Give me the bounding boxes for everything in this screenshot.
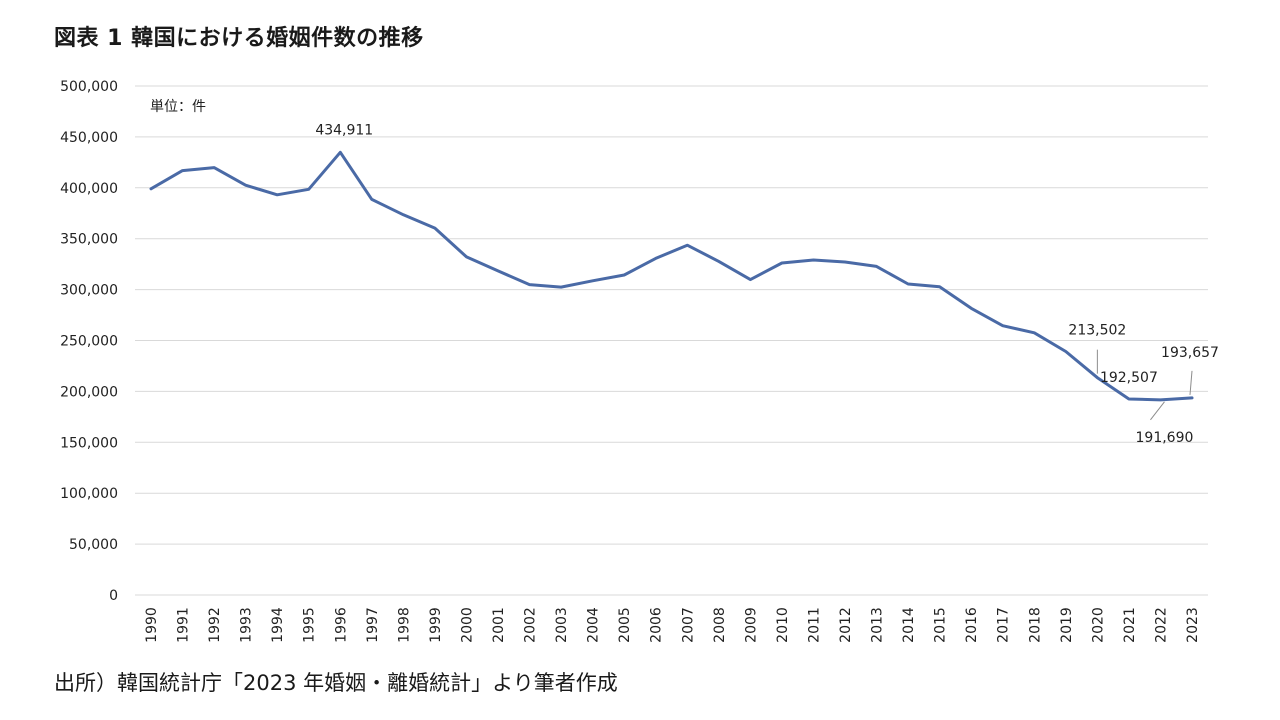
x-tick-label: 2005 — [617, 607, 633, 643]
x-tick-label: 1996 — [333, 607, 349, 643]
x-tick-label: 2006 — [649, 607, 665, 643]
x-tick-label: 2009 — [743, 607, 759, 643]
y-tick-label: 450,000 — [60, 130, 118, 146]
x-tick-label: 2023 — [1185, 607, 1201, 643]
x-tick-label: 2010 — [775, 607, 791, 643]
y-tick-label: 250,000 — [60, 334, 118, 350]
source-note: 出所）韓国統計庁「2023 年婚姻・離婚統計」より筆者作成 — [54, 671, 618, 695]
y-tick-label: 200,000 — [60, 384, 118, 400]
x-tick-label: 1998 — [396, 607, 412, 643]
x-tick-label: 1991 — [176, 607, 192, 643]
x-tick-label: 2012 — [838, 607, 854, 643]
x-tick-label: 1993 — [239, 607, 255, 643]
data-label-2020: 213,502 — [1068, 323, 1126, 339]
annotation-leader — [1150, 401, 1165, 421]
y-tick-label: 100,000 — [60, 486, 118, 502]
x-tick-label: 2004 — [586, 607, 602, 643]
x-tick-label: 2019 — [1059, 607, 1075, 643]
y-tick-label: 300,000 — [60, 283, 118, 299]
x-tick-label: 2015 — [933, 607, 949, 643]
x-tick-label: 2008 — [712, 607, 728, 643]
x-tick-label: 2003 — [554, 607, 570, 643]
y-tick-label: 0 — [109, 588, 118, 604]
x-tick-label: 2016 — [964, 607, 980, 643]
series-line — [149, 150, 1194, 402]
data-label-2023: 193,657 — [1161, 345, 1219, 361]
x-tick-label: 1995 — [302, 607, 318, 643]
x-tick-label: 2021 — [1122, 607, 1138, 643]
x-tick-label: 2002 — [523, 607, 539, 643]
x-tick-label: 1999 — [428, 607, 444, 643]
x-tick-label: 2007 — [680, 607, 696, 643]
y-tick-label: 500,000 — [60, 79, 118, 95]
x-tick-label: 1994 — [270, 607, 286, 643]
y-tick-label: 50,000 — [69, 537, 118, 553]
annotation-leader — [1189, 370, 1193, 395]
data-label-2021: 192,507 — [1100, 370, 1158, 386]
x-tick-label: 2020 — [1090, 607, 1106, 643]
y-tick-label: 150,000 — [60, 435, 118, 451]
x-tick-label: 2022 — [1153, 607, 1169, 643]
x-tick-label: 2018 — [1027, 607, 1043, 643]
unit-label: 単位：件 — [150, 99, 206, 115]
x-tick-label: 1992 — [207, 607, 223, 643]
x-tick-label: 2001 — [491, 607, 507, 643]
data-label-1996: 434,911 — [315, 122, 373, 138]
x-tick-label: 2017 — [996, 607, 1012, 643]
x-tick-label: 2013 — [870, 607, 886, 643]
data-label-2022: 191,690 — [1136, 430, 1194, 446]
y-tick-label: 400,000 — [60, 181, 118, 197]
chart-title: 図表 1 韓国における婚姻件数の推移 — [54, 26, 424, 51]
x-tick-label: 1997 — [365, 607, 381, 643]
x-tick-label: 2000 — [459, 607, 475, 643]
y-tick-label: 350,000 — [60, 232, 118, 248]
x-tick-label: 2011 — [806, 607, 822, 643]
x-tick-label: 2014 — [901, 607, 917, 643]
x-tick-label: 1990 — [144, 607, 160, 643]
